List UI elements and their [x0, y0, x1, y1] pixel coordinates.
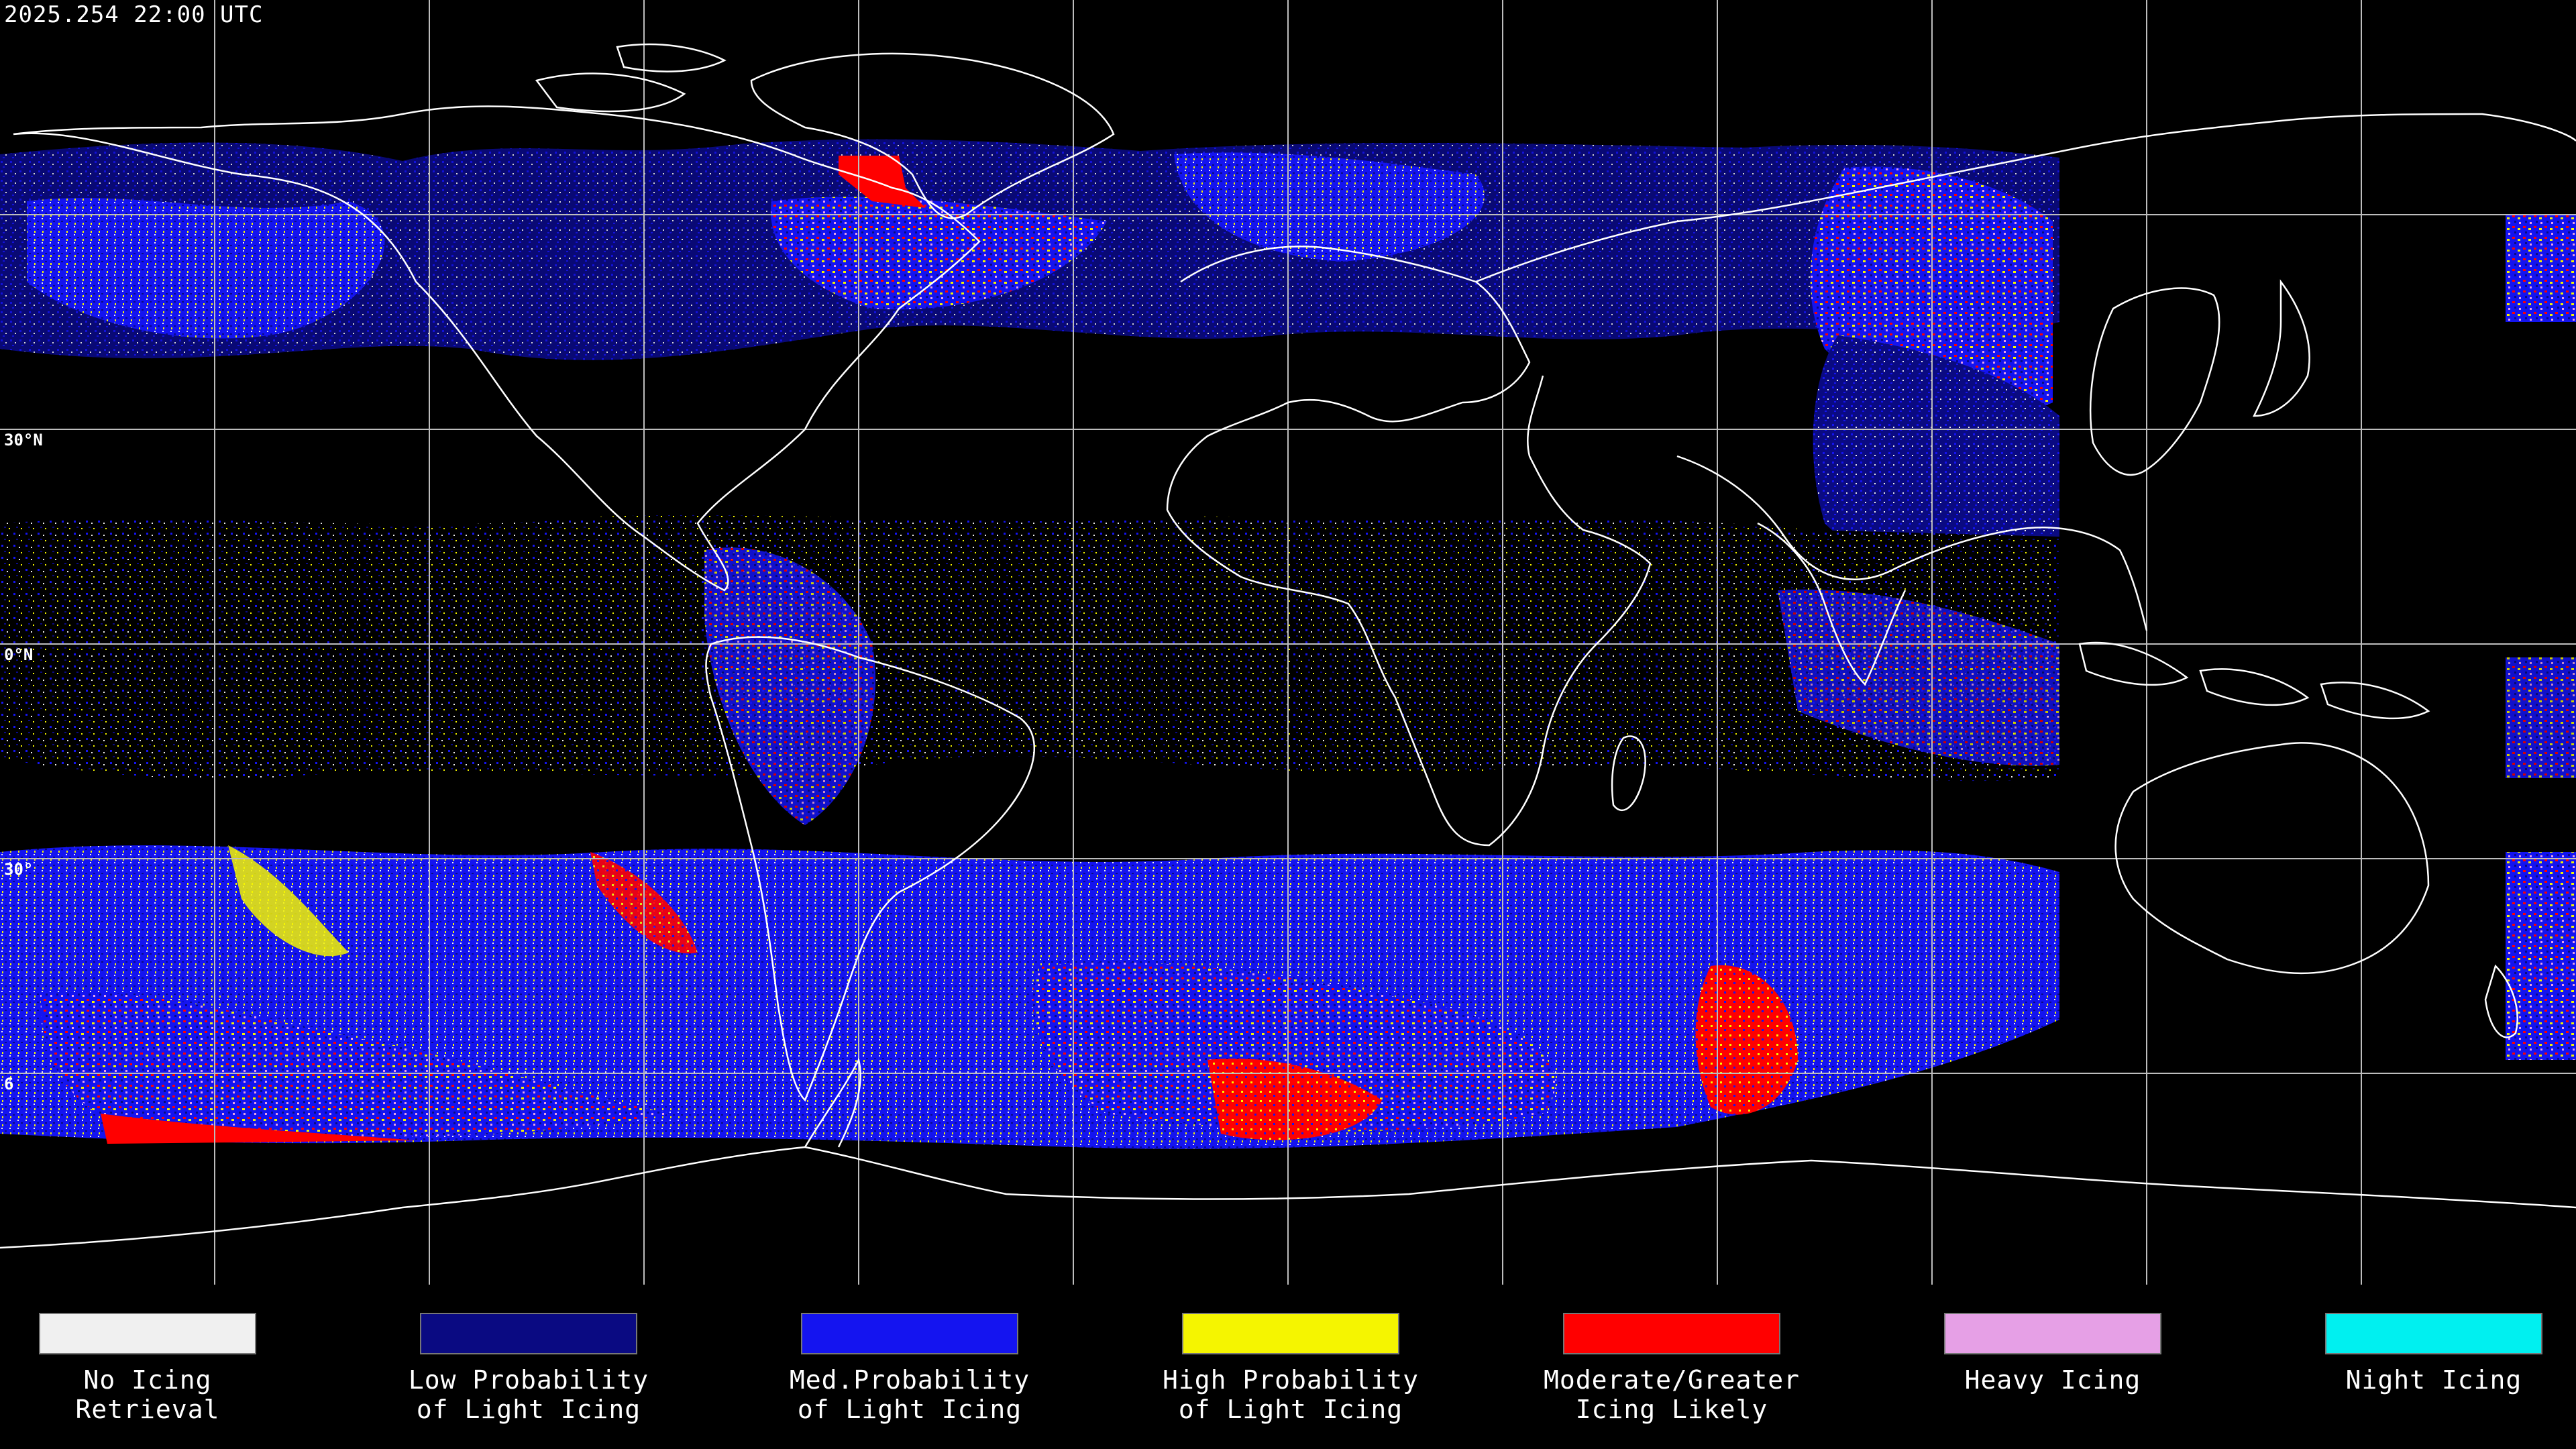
- legend-label: High Probability of Light Icing: [1162, 1365, 1419, 1424]
- legend-swatch: [39, 1313, 256, 1354]
- lat-label-30s: 30°: [4, 860, 34, 879]
- legend-swatch: [2325, 1313, 2542, 1354]
- legend-label: Night Icing: [2345, 1365, 2522, 1395]
- timestamp: 2025.254 22:00 UTC: [4, 1, 264, 28]
- lat-label-60s: 6: [4, 1075, 14, 1093]
- legend-item-no-icing-retrieval: No Icing Retrieval: [0, 1313, 335, 1424]
- legend-label: Heavy Icing: [1964, 1365, 2141, 1395]
- legend-item-med-probability: Med.Probability of Light Icing: [722, 1313, 1097, 1424]
- coastline-layer: [0, 43, 2576, 1249]
- lat-label-30n: 30°N: [4, 431, 43, 449]
- legend-item-high-probability: High Probability of Light Icing: [1103, 1313, 1479, 1424]
- legend-label: Med.Probability of Light Icing: [789, 1365, 1030, 1424]
- lat-label-equator: 0°N: [4, 645, 34, 664]
- legend-label: Low Probability of Light Icing: [408, 1365, 649, 1424]
- legend-item-night-icing: Night Icing: [2246, 1313, 2576, 1395]
- legend-item-low-probability: Low Probability of Light Icing: [341, 1313, 716, 1424]
- legend-label: Moderate/Greater Icing Likely: [1543, 1365, 1801, 1424]
- global-icing-map: [0, 0, 2576, 1285]
- icing-legend: No Icing Retrieval Low Probability of Li…: [0, 1285, 2576, 1449]
- legend-swatch: [1944, 1313, 2161, 1354]
- legend-item-heavy-icing: Heavy Icing: [1865, 1313, 2241, 1395]
- legend-item-moderate-greater: Moderate/Greater Icing Likely: [1484, 1313, 1860, 1424]
- legend-label: No Icing Retrieval: [75, 1365, 220, 1424]
- legend-swatch: [1182, 1313, 1399, 1354]
- graticule-grid: [0, 0, 2576, 1285]
- legend-swatch: [801, 1313, 1018, 1354]
- legend-swatch: [420, 1313, 637, 1354]
- legend-swatch: [1563, 1313, 1780, 1354]
